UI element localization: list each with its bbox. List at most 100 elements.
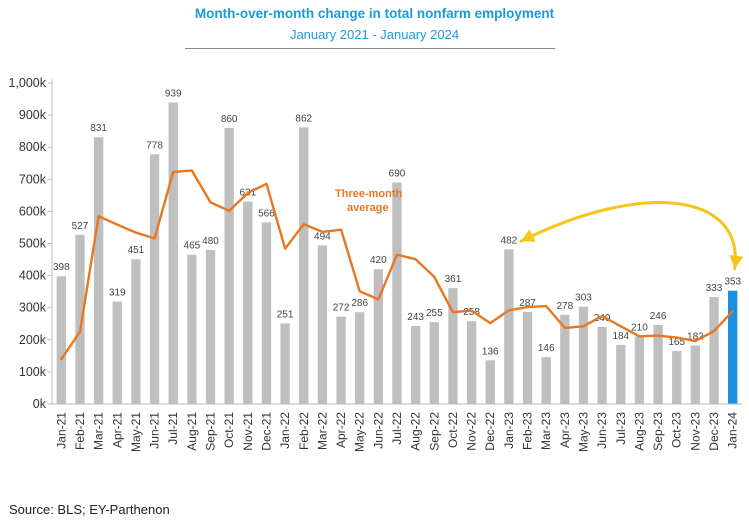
x-tick-label: Mar-21 bbox=[92, 412, 106, 450]
x-tick-label: Nov-21 bbox=[241, 412, 255, 451]
bar bbox=[616, 344, 626, 404]
data-label: 398 bbox=[53, 262, 70, 273]
x-tick-label: Jan-24 bbox=[726, 412, 740, 449]
x-tick-label: May-21 bbox=[129, 412, 143, 452]
y-tick-label: 300k bbox=[19, 301, 47, 315]
data-label: 182 bbox=[687, 332, 704, 343]
data-label: 303 bbox=[575, 293, 592, 304]
bar bbox=[187, 254, 197, 404]
three-month-average-line bbox=[60, 169, 734, 361]
bar bbox=[261, 222, 272, 404]
data-label: 246 bbox=[650, 311, 667, 322]
x-tick-label: May-22 bbox=[353, 412, 367, 452]
data-label: 258 bbox=[463, 307, 480, 318]
bar-series bbox=[56, 102, 738, 405]
bar bbox=[653, 325, 663, 404]
x-tick-label: Oct-23 bbox=[670, 412, 684, 448]
data-label: 862 bbox=[295, 113, 312, 124]
arrowhead-left bbox=[520, 229, 536, 242]
bar bbox=[597, 326, 607, 404]
data-label: 210 bbox=[631, 323, 648, 334]
title-divider bbox=[185, 48, 555, 49]
data-label: 420 bbox=[370, 255, 387, 266]
data-label: 939 bbox=[165, 89, 182, 100]
y-tick-label: 0k bbox=[33, 397, 47, 411]
x-tick-label: Aug-23 bbox=[632, 412, 646, 451]
data-label: 286 bbox=[351, 298, 368, 309]
bar bbox=[466, 321, 477, 404]
bar bbox=[205, 249, 216, 404]
bar bbox=[299, 127, 309, 404]
x-tick-label: Oct-22 bbox=[446, 412, 460, 448]
data-label: 480 bbox=[202, 236, 219, 247]
bar bbox=[410, 325, 421, 404]
bar bbox=[317, 245, 328, 404]
bar bbox=[355, 312, 365, 404]
bar bbox=[168, 102, 178, 405]
x-tick-label: Nov-22 bbox=[465, 412, 479, 451]
bar bbox=[448, 288, 458, 404]
data-label: 184 bbox=[612, 331, 629, 342]
bar bbox=[485, 360, 495, 404]
data-label: 255 bbox=[426, 308, 443, 319]
bar bbox=[392, 182, 402, 404]
x-tick-label: Sep-22 bbox=[427, 412, 441, 451]
axes bbox=[51, 79, 742, 405]
x-tick-label: Apr-22 bbox=[334, 412, 348, 448]
comparison-arrow bbox=[519, 201, 744, 271]
data-label: 319 bbox=[109, 288, 126, 299]
bar bbox=[541, 357, 551, 404]
bar bbox=[634, 336, 645, 404]
arrow-curve bbox=[519, 201, 737, 271]
bar bbox=[578, 306, 589, 404]
bar bbox=[131, 259, 141, 404]
data-label: 566 bbox=[258, 208, 275, 219]
bar bbox=[709, 297, 719, 404]
x-tick-label: Aug-22 bbox=[409, 412, 423, 451]
bar bbox=[243, 201, 253, 404]
data-label: 690 bbox=[389, 169, 406, 180]
data-label: 251 bbox=[277, 309, 294, 320]
data-label: 361 bbox=[445, 274, 462, 285]
annotation-label-line2: average bbox=[347, 202, 389, 214]
bar bbox=[56, 276, 66, 404]
y-tick-label: 600k bbox=[19, 204, 47, 218]
data-label: 272 bbox=[333, 303, 350, 314]
bar bbox=[280, 323, 290, 404]
arrowhead-right bbox=[729, 254, 744, 269]
data-label: 243 bbox=[407, 312, 424, 323]
data-label: 146 bbox=[538, 343, 555, 354]
bar bbox=[224, 127, 234, 404]
y-tick-label: 700k bbox=[19, 172, 47, 186]
annotation-label-line1: Three-month bbox=[335, 188, 403, 200]
bar bbox=[522, 311, 533, 404]
data-label: 482 bbox=[501, 235, 518, 246]
x-tick-label: Feb-21 bbox=[73, 412, 87, 450]
data-label: 333 bbox=[706, 283, 723, 294]
data-label: 287 bbox=[519, 298, 536, 309]
x-tick-label: Apr-23 bbox=[558, 412, 572, 448]
x-tick-label: Feb-23 bbox=[521, 412, 535, 450]
x-tick-label: Jun-21 bbox=[148, 412, 162, 449]
x-tick-label: Jul-21 bbox=[166, 412, 180, 445]
bar-highlighted bbox=[728, 290, 738, 404]
data-label: 278 bbox=[556, 301, 573, 312]
data-label: 136 bbox=[482, 346, 499, 357]
x-tick-label: May-23 bbox=[576, 412, 590, 452]
x-tick-label: Nov-23 bbox=[688, 412, 702, 451]
data-label: 240 bbox=[594, 313, 611, 324]
bar bbox=[373, 269, 384, 404]
x-tick-label: Jan-21 bbox=[54, 412, 68, 449]
x-tick-label: Feb-22 bbox=[297, 412, 311, 450]
y-tick-label: 800k bbox=[19, 140, 47, 154]
data-label: 860 bbox=[221, 114, 238, 125]
x-tick-label: Sep-23 bbox=[651, 412, 665, 451]
data-label: 527 bbox=[72, 221, 89, 232]
bar bbox=[75, 234, 85, 404]
x-tick-label: Sep-21 bbox=[204, 412, 218, 451]
source-note: Source: BLS; EY-Parthenon bbox=[9, 502, 170, 517]
y-tick-label: 1,000k bbox=[8, 76, 46, 90]
bar bbox=[560, 314, 570, 404]
data-label: 451 bbox=[128, 245, 145, 256]
data-label: 494 bbox=[314, 231, 331, 242]
